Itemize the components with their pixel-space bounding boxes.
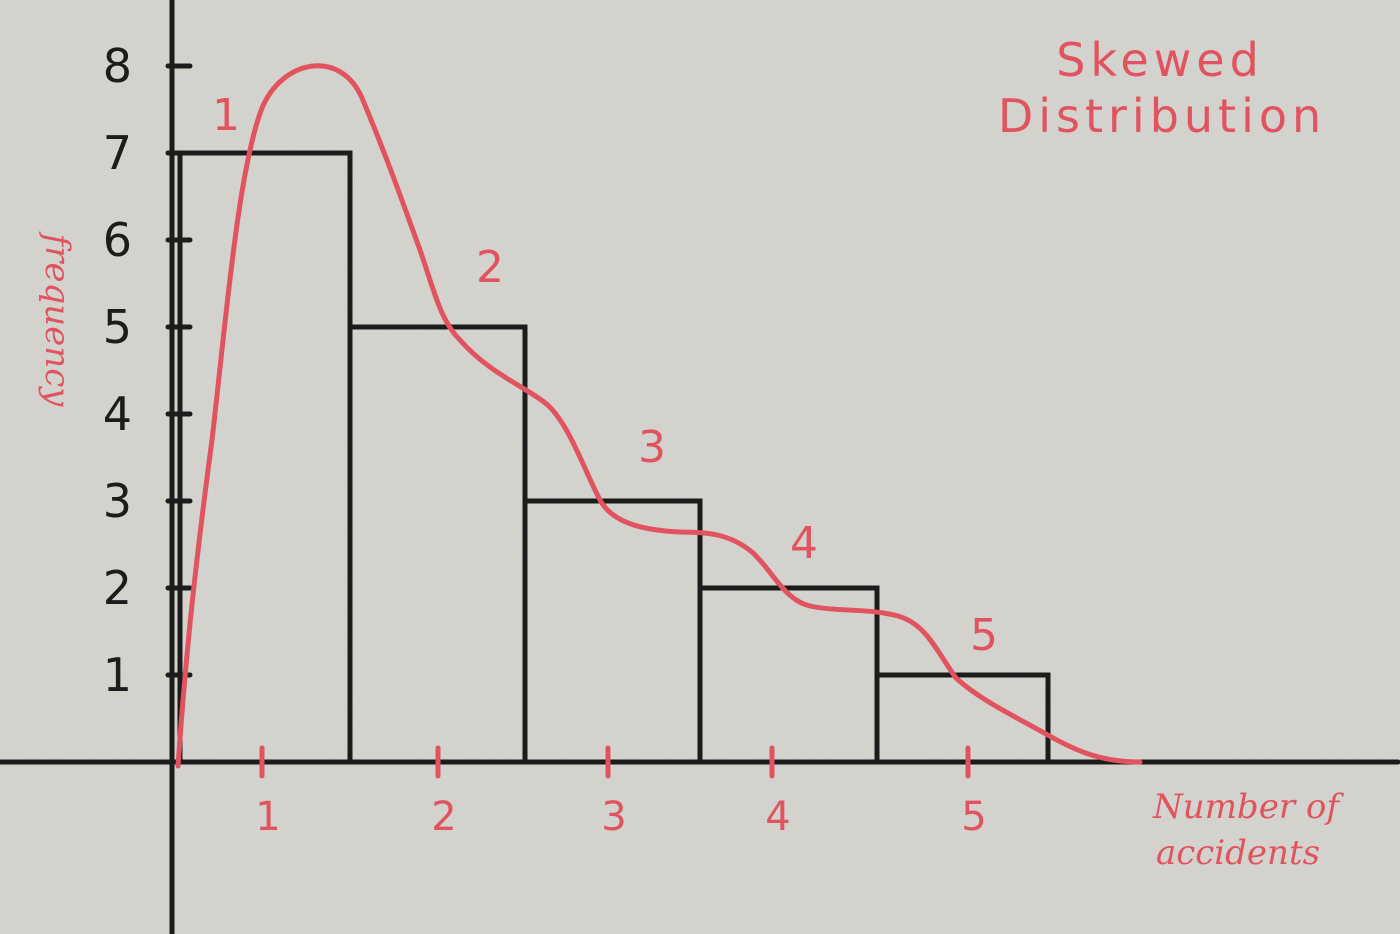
x-tick-label-2: 2	[431, 794, 456, 840]
bar-label-1: 1	[212, 90, 240, 141]
distribution-curve	[175, 63, 1143, 769]
bar-label-2: 2	[476, 242, 504, 293]
x-tick-label-5: 5	[961, 794, 986, 840]
y-tick-label-7: 7	[103, 126, 132, 180]
y-tick-label-4: 4	[103, 387, 132, 441]
y-tick-label-2: 2	[103, 561, 132, 615]
y-tick-label-1: 1	[103, 648, 132, 702]
chart-title-line-1: Skewed	[1056, 33, 1264, 87]
bar-5	[874, 672, 1051, 762]
y-tick-label-6: 6	[103, 213, 132, 267]
x-axis-title-line-1: Number of	[1152, 787, 1344, 827]
chart-title-line-2: Distribution	[998, 89, 1326, 143]
x-tick-label-1: 1	[255, 794, 280, 840]
y-tick-label-8: 8	[103, 39, 132, 93]
bar-label-5: 5	[970, 610, 998, 661]
y-axis-title: frequency	[37, 231, 77, 408]
x-axis-title-line-2: accidents	[1156, 833, 1320, 873]
bar-labels: 1 2 3 4 5	[212, 90, 998, 661]
x-axis-ticks: 1 2 3 4 5	[255, 745, 987, 840]
bars	[177, 150, 1051, 762]
y-tick-label-3: 3	[103, 474, 132, 528]
x-tick-label-4: 4	[765, 794, 790, 840]
bar-label-4: 4	[790, 518, 818, 569]
bar-label-3: 3	[638, 422, 666, 473]
y-tick-label-5: 5	[103, 300, 132, 354]
x-tick-label-3: 3	[601, 794, 626, 840]
